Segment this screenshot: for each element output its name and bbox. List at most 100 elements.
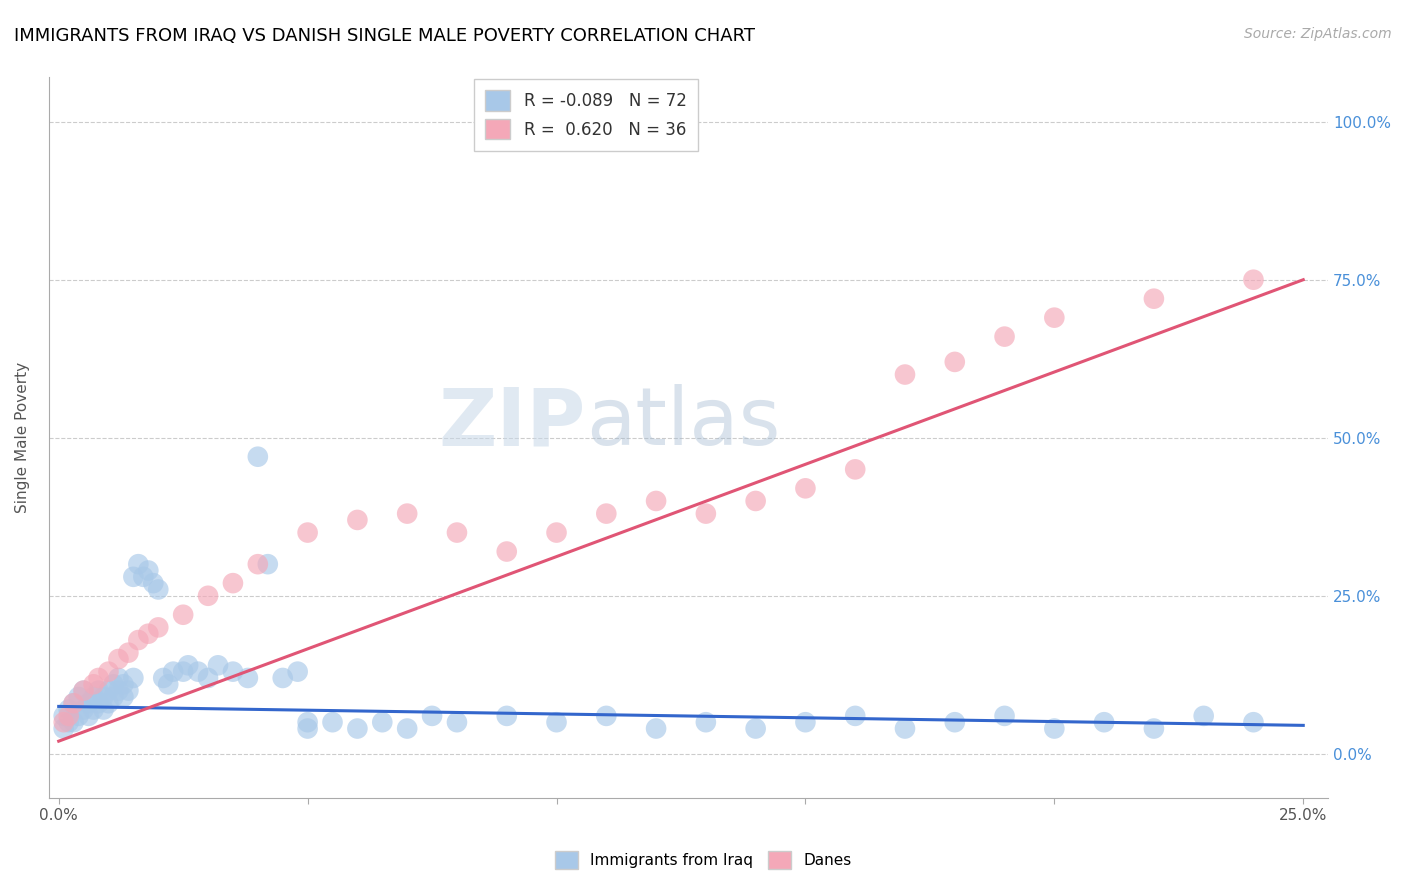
Point [595,709,617,723]
Point [546,525,568,540]
Point [107,683,129,698]
Point [943,715,966,730]
Point [894,722,917,736]
Point [87,696,110,710]
Point [595,507,617,521]
Point [172,665,194,679]
Point [122,570,145,584]
Point [58,702,80,716]
Point [396,722,419,736]
Text: atlas: atlas [586,384,780,462]
Point [371,715,394,730]
Point [1143,292,1166,306]
Point [346,513,368,527]
Point [97,696,120,710]
Point [52,722,75,736]
Point [271,671,294,685]
Point [97,665,120,679]
Point [495,709,517,723]
Point [1043,310,1066,325]
Point [112,690,135,704]
Point [222,665,245,679]
Point [67,709,90,723]
Point [495,544,517,558]
Point [117,646,139,660]
Point [132,570,155,584]
Point [246,450,269,464]
Point [93,702,115,716]
Point [136,626,159,640]
Point [744,494,766,508]
Point [645,722,668,736]
Point [72,702,94,716]
Point [177,658,200,673]
Point [446,525,468,540]
Point [58,709,80,723]
Point [207,658,229,673]
Point [222,576,245,591]
Point [87,683,110,698]
Point [794,715,817,730]
Point [287,665,309,679]
Text: Source: ZipAtlas.com: Source: ZipAtlas.com [1244,27,1392,41]
Point [52,715,75,730]
Point [446,715,468,730]
Point [197,589,219,603]
Point [97,683,120,698]
Point [148,620,170,634]
Legend: R = -0.089   N = 72, R =  0.620   N = 36: R = -0.089 N = 72, R = 0.620 N = 36 [474,78,699,151]
Text: IMMIGRANTS FROM IRAQ VS DANISH SINGLE MALE POVERTY CORRELATION CHART: IMMIGRANTS FROM IRAQ VS DANISH SINGLE MA… [14,27,755,45]
Point [83,677,105,691]
Point [117,683,139,698]
Point [1243,715,1265,730]
Point [346,722,368,736]
Point [297,722,319,736]
Point [645,494,668,508]
Point [162,665,184,679]
Point [297,715,319,730]
Point [72,683,94,698]
Text: ZIP: ZIP [439,384,586,462]
Point [107,652,129,666]
Point [62,696,84,710]
Point [197,671,219,685]
Point [77,696,100,710]
Point [77,709,100,723]
Point [894,368,917,382]
Point [1092,715,1115,730]
Point [142,576,165,591]
Point [58,715,80,730]
Point [695,507,717,521]
Point [297,525,319,540]
Y-axis label: Single Male Poverty: Single Male Poverty [15,362,30,513]
Point [52,709,75,723]
Point [246,557,269,571]
Point [1192,709,1215,723]
Point [93,690,115,704]
Point [420,709,443,723]
Point [321,715,343,730]
Point [546,715,568,730]
Point [112,677,135,691]
Point [127,633,149,648]
Point [107,671,129,685]
Point [103,690,125,704]
Point [695,715,717,730]
Point [157,677,180,691]
Point [136,564,159,578]
Point [83,690,105,704]
Point [83,702,105,716]
Point [256,557,278,571]
Point [1143,722,1166,736]
Point [148,582,170,597]
Point [67,690,90,704]
Point [794,481,817,495]
Point [122,671,145,685]
Point [103,677,125,691]
Point [744,722,766,736]
Point [236,671,259,685]
Point [62,696,84,710]
Point [87,671,110,685]
Point [172,607,194,622]
Point [127,557,149,571]
